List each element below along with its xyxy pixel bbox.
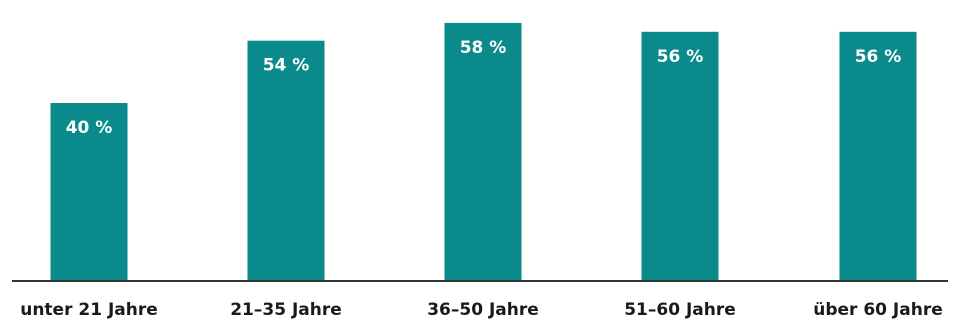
bar-1 — [247, 40, 325, 282]
bar-value-label-3: 56 % — [657, 47, 704, 67]
category-labels-group: unter 21 Jahre 21–35 Jahre 36–50 Jahre 51–6… — [20, 300, 943, 320]
bar-value-label-0: 40 % — [66, 118, 113, 138]
bar-value-label-2: 58 % — [460, 38, 507, 58]
category-label-4: über 60 Jahre — [813, 300, 943, 320]
bars-group — [50, 22, 917, 282]
value-labels-group: 40 % 54 % 58 % 56 % 56 % — [66, 38, 902, 138]
bar-2 — [444, 22, 522, 282]
bar-value-label-1: 54 % — [263, 56, 310, 76]
bar-4 — [839, 31, 917, 281]
bar-value-label-4: 56 % — [855, 47, 902, 67]
category-label-0: unter 21 Jahre — [20, 300, 158, 320]
category-label-2: 36–50 Jahre — [427, 300, 539, 320]
bar-3 — [641, 31, 719, 281]
bar-0 — [50, 103, 128, 281]
category-label-3: 51–60 Jahre — [624, 300, 736, 320]
category-label-1: 21–35 Jahre — [230, 300, 342, 320]
